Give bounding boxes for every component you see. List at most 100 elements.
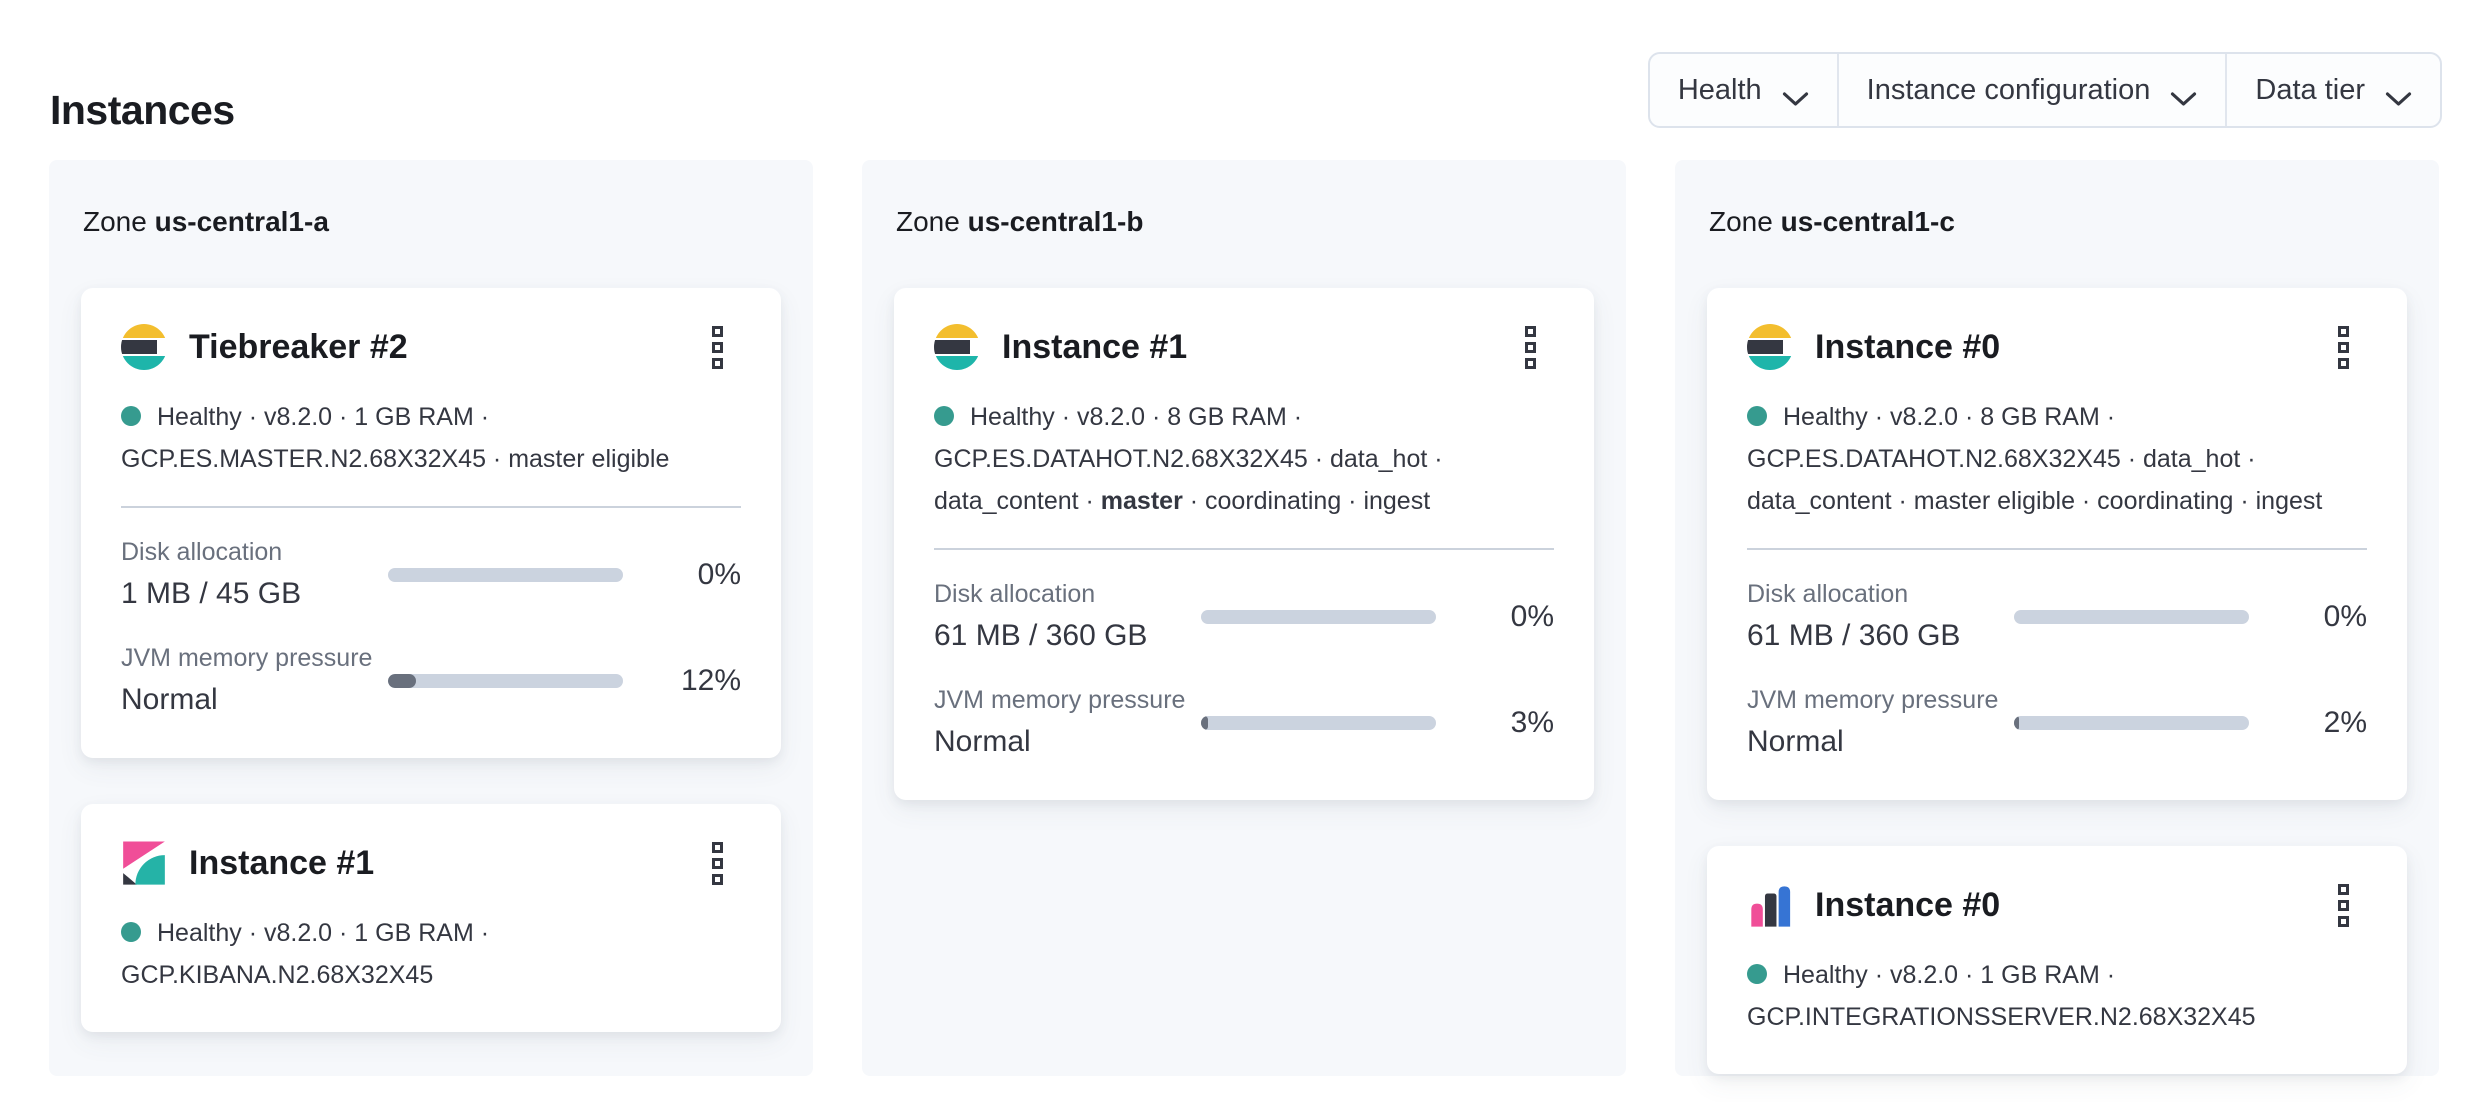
instance-meta-line: Healthy · v8.2.0 · 8 GB RAM · — [934, 396, 1554, 438]
instance-meta-line: Healthy · v8.2.0 · 1 GB RAM · — [1747, 954, 2367, 996]
filter-bar: Health Instance configuration Data tier — [1647, 52, 2442, 128]
elasticsearch-logo-icon — [121, 324, 167, 370]
progress-bar-fill — [388, 674, 417, 688]
instance-meta-line: data_content · master eligible · coordin… — [1747, 487, 2323, 515]
card-divider — [1747, 548, 2367, 550]
chevron-down-icon — [1782, 82, 1809, 106]
progress-bar — [1201, 716, 1436, 730]
filter-button-data-tier[interactable]: Data tier — [2225, 54, 2440, 126]
instance-title: Instance #1 — [189, 843, 375, 882]
instance-title: Instance #0 — [1815, 885, 2001, 924]
zone-label: Zone us-central1-c — [1709, 206, 2407, 238]
metric-percent: 12% — [680, 664, 741, 697]
metric-label: JVM memory pressure — [121, 644, 373, 672]
kebab-menu-button[interactable] — [2319, 878, 2367, 932]
jvm-memory-pressure-metric: JVM memory pressure Normal 2% — [1747, 682, 2367, 764]
metric-value: Normal — [121, 683, 218, 716]
integrations-server-logo-icon — [1747, 882, 1793, 928]
chevron-down-icon — [2170, 82, 2197, 106]
health-status-dot — [121, 922, 141, 942]
metric-value: 61 MB / 360 GB — [934, 619, 1148, 652]
zone-panel-us-central1-b: Zone us-central1-b Instance #1 Healthy ·… — [862, 160, 1626, 1076]
filter-button-label: Instance configuration — [1866, 73, 2151, 106]
progress-bar-fill — [1201, 716, 1209, 730]
zone-name: us-central1-a — [154, 206, 329, 237]
zone-label-prefix: Zone — [896, 206, 960, 237]
health-status-dot — [934, 406, 954, 426]
health-status-dot — [1747, 964, 1767, 984]
boxes-vertical-icon — [1524, 325, 1536, 337]
instance-meta-line: Healthy · v8.2.0 · 8 GB RAM · — [1747, 396, 2367, 438]
boxes-vertical-icon — [2337, 883, 2349, 895]
zones-row: Zone us-central1-a Tiebreaker #2 Healthy… — [49, 160, 2439, 1076]
metric-percent: 0% — [1510, 600, 1554, 633]
progress-bar — [2014, 716, 2249, 730]
instance-card-es-0: Instance #0 Healthy · v8.2.0 · 8 GB RAM … — [1707, 288, 2407, 800]
disk-allocation-metric: Disk allocation 61 MB / 360 GB 0% — [1747, 576, 2367, 658]
filter-button-label: Data tier — [2255, 73, 2365, 106]
metric-label: JVM memory pressure — [1747, 686, 1999, 714]
metric-value: Normal — [1747, 725, 1844, 758]
progress-bar — [388, 674, 623, 688]
elasticsearch-logo-icon — [934, 324, 980, 370]
metric-percent: 0% — [697, 558, 741, 591]
kebab-menu-button[interactable] — [693, 320, 741, 374]
page-title: Instances — [50, 87, 235, 134]
instance-meta-line: data_content · master · coordinating · i… — [934, 487, 1431, 515]
progress-bar — [2014, 610, 2249, 624]
boxes-vertical-icon — [711, 325, 723, 337]
disk-allocation-metric: Disk allocation 1 MB / 45 GB 0% — [121, 534, 741, 616]
disk-allocation-metric: Disk allocation 61 MB / 360 GB 0% — [934, 576, 1554, 658]
instance-meta-line: GCP.INTEGRATIONSSERVER.N2.68X32X45 — [1747, 1003, 2256, 1031]
boxes-vertical-icon — [2337, 325, 2349, 337]
instance-meta-line: GCP.KIBANA.N2.68X32X45 — [121, 961, 434, 989]
instance-meta-line: Healthy · v8.2.0 · 1 GB RAM · — [121, 912, 741, 954]
zone-label: Zone us-central1-a — [83, 206, 781, 238]
metric-label: Disk allocation — [1747, 580, 1909, 608]
metric-value: 1 MB / 45 GB — [121, 577, 302, 610]
kebab-menu-button[interactable] — [2319, 320, 2367, 374]
metric-label: Disk allocation — [934, 580, 1096, 608]
boxes-vertical-icon — [711, 841, 723, 853]
metric-percent: 3% — [1510, 706, 1554, 739]
instance-card-kibana-1: Instance #1 Healthy · v8.2.0 · 1 GB RAM … — [81, 804, 781, 1032]
kebab-menu-button[interactable] — [693, 836, 741, 890]
health-status-dot — [1747, 406, 1767, 426]
metric-label: Disk allocation — [121, 538, 283, 566]
elasticsearch-logo-icon — [1747, 324, 1793, 370]
instance-title: Instance #0 — [1815, 327, 2001, 366]
filter-button-instance-configuration[interactable]: Instance configuration — [1836, 54, 2226, 126]
instance-card-es-1: Instance #1 Healthy · v8.2.0 · 8 GB RAM … — [894, 288, 1594, 800]
metric-label: JVM memory pressure — [934, 686, 1186, 714]
zone-panel-us-central1-a: Zone us-central1-a Tiebreaker #2 Healthy… — [49, 160, 813, 1076]
zone-label: Zone us-central1-b — [896, 206, 1594, 238]
card-divider — [121, 506, 741, 508]
filter-button-health[interactable]: Health — [1650, 54, 1837, 126]
metric-percent: 0% — [2323, 600, 2367, 633]
metric-percent: 2% — [2323, 706, 2367, 739]
progress-bar — [388, 568, 623, 582]
jvm-memory-pressure-metric: JVM memory pressure Normal 3% — [934, 682, 1554, 764]
chevron-down-icon — [2385, 82, 2412, 106]
kebab-menu-button[interactable] — [1506, 320, 1554, 374]
instance-card-integrations-server-0: Instance #0 Healthy · v8.2.0 · 1 GB RAM … — [1707, 846, 2407, 1074]
progress-bar-fill — [2014, 716, 2019, 730]
zone-name: us-central1-c — [1780, 206, 1955, 237]
kibana-logo-icon — [121, 840, 167, 886]
instance-meta-line: Healthy · v8.2.0 · 1 GB RAM · — [121, 396, 741, 438]
instance-meta-line: GCP.ES.MASTER.N2.68X32X45 · master eligi… — [121, 445, 670, 473]
instance-title: Instance #1 — [1002, 327, 1188, 366]
zone-label-prefix: Zone — [83, 206, 147, 237]
zone-label-prefix: Zone — [1709, 206, 1773, 237]
card-divider — [934, 548, 1554, 550]
jvm-memory-pressure-metric: JVM memory pressure Normal 12% — [121, 640, 741, 722]
metric-value: Normal — [934, 725, 1031, 758]
progress-bar — [1201, 610, 1436, 624]
zone-panel-us-central1-c: Zone us-central1-c Instance #0 Healthy ·… — [1675, 160, 2439, 1076]
filter-button-label: Health — [1677, 73, 1762, 106]
instance-meta-line: GCP.ES.DATAHOT.N2.68X32X45 · data_hot · — [934, 445, 1443, 473]
metric-value: 61 MB / 360 GB — [1747, 619, 1961, 652]
instance-title: Tiebreaker #2 — [189, 327, 408, 366]
zone-name: us-central1-b — [967, 206, 1144, 237]
health-status-dot — [121, 406, 141, 426]
